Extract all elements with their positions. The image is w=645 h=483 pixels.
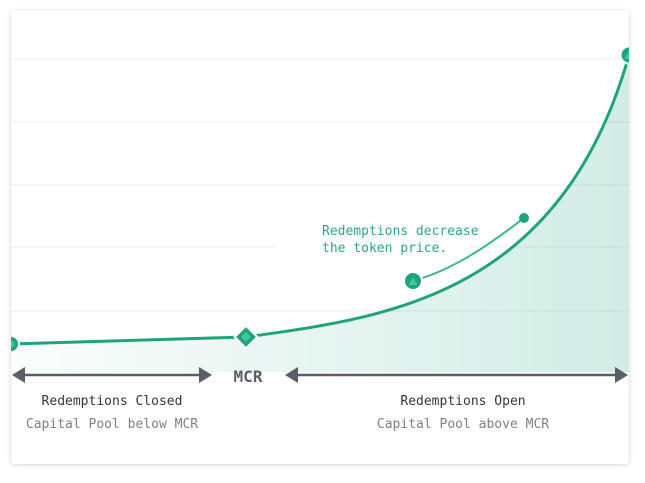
annotation-anchor-dot <box>519 213 529 223</box>
area-fill <box>11 55 629 372</box>
annotation-end-marker <box>403 271 423 291</box>
right-region-title: Redemptions Open <box>400 394 525 409</box>
annotation-text-line1: Redemptions decrease <box>322 224 479 239</box>
left-region-subtitle: Capital Pool below MCR <box>26 417 198 432</box>
curve-end-marker <box>619 45 629 65</box>
left-region-title: Redemptions Closed <box>42 394 183 409</box>
token-price-curve-diagram: Redemptions decrease the token price. MC… <box>11 45 629 432</box>
start-point-marker <box>11 335 20 353</box>
annotation-connector <box>412 217 525 282</box>
left-region-arrow <box>12 367 212 383</box>
mcr-label: MCR <box>234 367 263 386</box>
mcr-point-marker <box>233 324 259 350</box>
diagram-card: Redemptions decrease the token price. MC… <box>11 10 629 464</box>
right-region-subtitle: Capital Pool above MCR <box>377 417 549 432</box>
annotation-text-line2: the token price. <box>322 241 447 256</box>
right-region-arrow <box>285 367 628 383</box>
price-curve <box>11 53 629 346</box>
